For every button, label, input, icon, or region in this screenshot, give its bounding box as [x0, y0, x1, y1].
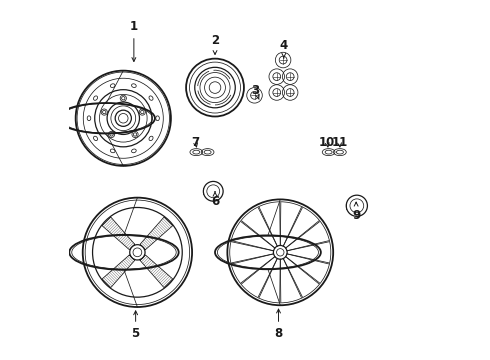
Text: 4: 4 [280, 40, 288, 58]
Text: 2: 2 [211, 34, 219, 54]
Text: 7: 7 [192, 136, 199, 149]
Text: 5: 5 [131, 311, 140, 340]
Text: 3: 3 [251, 84, 260, 99]
Text: 6: 6 [211, 192, 219, 208]
Text: 1: 1 [130, 20, 138, 62]
Text: 11: 11 [331, 136, 348, 149]
Text: 9: 9 [352, 202, 360, 222]
Text: 8: 8 [274, 309, 283, 340]
Text: 10: 10 [319, 136, 335, 149]
